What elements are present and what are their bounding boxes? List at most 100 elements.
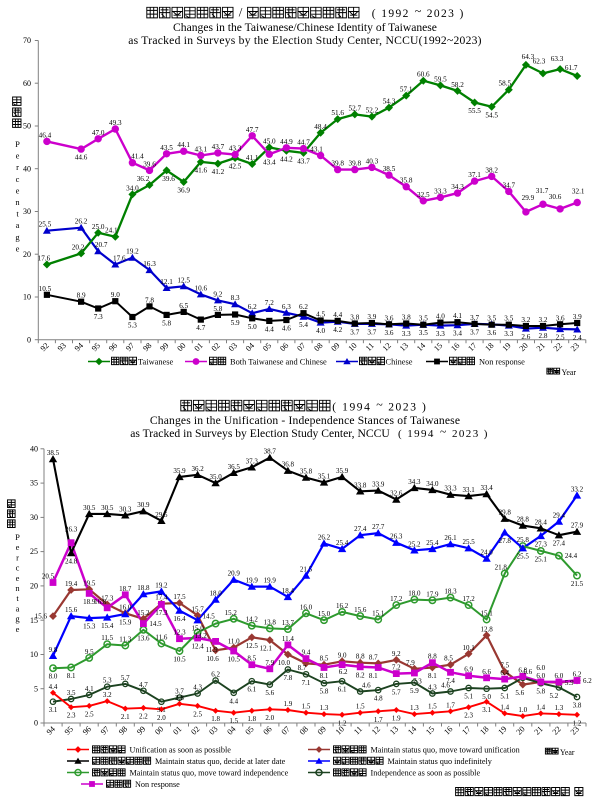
svg-text:35.9: 35.9: [173, 467, 186, 475]
svg-text:7.3: 7.3: [413, 678, 422, 686]
svg-text:a: a: [16, 603, 20, 613]
svg-text:17.6: 17.6: [113, 255, 126, 263]
svg-text:9.4: 9.4: [302, 649, 311, 657]
svg-text:1.3: 1.3: [320, 704, 329, 712]
svg-text:4.4: 4.4: [229, 697, 238, 705]
svg-text:43.5: 43.5: [160, 144, 173, 152]
svg-text:~: ~: [376, 398, 383, 412]
svg-text:3.8: 3.8: [350, 314, 359, 322]
svg-text:25.8: 25.8: [517, 536, 530, 544]
svg-text:Independence as soon as possib: Independence as soon as possible: [371, 768, 481, 777]
svg-text:6.1: 6.1: [247, 686, 256, 694]
svg-text:38.5: 38.5: [383, 165, 396, 173]
svg-text:24.4: 24.4: [565, 552, 578, 560]
svg-text:3.5: 3.5: [487, 315, 496, 323]
svg-text:1.3: 1.3: [410, 704, 419, 712]
svg-text:3.8: 3.8: [573, 702, 582, 710]
svg-text:6.0: 6.0: [536, 664, 545, 672]
svg-text:e: e: [16, 573, 20, 583]
svg-text:2.3: 2.3: [67, 712, 76, 720]
svg-text:35.8: 35.8: [400, 177, 413, 185]
svg-text:16.0: 16.0: [119, 603, 132, 611]
svg-text:15.1: 15.1: [480, 610, 493, 618]
svg-text:1.8: 1.8: [211, 715, 220, 723]
svg-text:8.0: 8.0: [49, 673, 58, 681]
svg-text:43.1: 43.1: [310, 146, 323, 154]
svg-text:50: 50: [23, 122, 31, 131]
svg-text:Year: Year: [562, 368, 577, 377]
svg-text:15.7: 15.7: [191, 605, 204, 613]
svg-text:12.4: 12.4: [191, 643, 204, 651]
svg-text:25.5: 25.5: [517, 553, 530, 561]
svg-text:6.9: 6.9: [464, 666, 473, 674]
svg-text:15.6: 15.6: [35, 613, 48, 621]
svg-text:36.8: 36.8: [282, 461, 295, 469]
svg-text:21.8: 21.8: [495, 564, 508, 572]
svg-text:19.2: 19.2: [126, 248, 139, 256]
svg-text:n: n: [15, 583, 20, 593]
svg-text:8.1: 8.1: [369, 672, 378, 680]
svg-text:34.3: 34.3: [451, 183, 464, 191]
svg-text:20: 20: [30, 582, 38, 591]
svg-text:15.9: 15.9: [119, 619, 132, 627]
svg-text:32.5: 32.5: [417, 191, 430, 199]
svg-text:15: 15: [30, 616, 38, 625]
svg-text:16.2: 16.2: [336, 602, 349, 610]
svg-text:20.5: 20.5: [42, 573, 55, 581]
svg-text:48.4: 48.4: [314, 123, 327, 131]
svg-text:35.1: 35.1: [318, 472, 331, 480]
svg-text:18.0: 18.0: [209, 590, 222, 598]
svg-text:17.3: 17.3: [155, 609, 168, 617]
svg-text:12.5: 12.5: [246, 642, 259, 650]
svg-text:21.5: 21.5: [571, 580, 584, 588]
svg-text:5.8: 5.8: [162, 319, 171, 327]
svg-text:6.6: 6.6: [523, 668, 532, 676]
svg-text:8.7: 8.7: [298, 664, 307, 672]
svg-text:8.7: 8.7: [369, 653, 378, 661]
svg-text:4.0: 4.0: [436, 313, 445, 321]
svg-text:3.3: 3.3: [504, 330, 513, 338]
svg-text:12.1: 12.1: [260, 645, 273, 653]
svg-text:18.8: 18.8: [137, 584, 150, 592]
svg-text:35.9: 35.9: [336, 467, 349, 475]
svg-text:14.2: 14.2: [246, 616, 259, 624]
svg-text:5.6: 5.6: [265, 689, 274, 697]
svg-text:5.8: 5.8: [213, 305, 222, 313]
svg-text:30.5: 30.5: [83, 504, 96, 512]
svg-text:13.2: 13.2: [194, 632, 207, 640]
svg-text:1.4: 1.4: [500, 703, 509, 711]
svg-text:30: 30: [23, 207, 31, 216]
svg-text:60: 60: [23, 79, 31, 88]
svg-text:44.1: 44.1: [177, 141, 190, 149]
svg-text:16.4: 16.4: [173, 615, 186, 623]
svg-text:32.1: 32.1: [572, 188, 585, 196]
svg-text:10.1: 10.1: [462, 644, 475, 652]
svg-text:45.0: 45.0: [263, 137, 276, 145]
svg-text:4.6: 4.6: [282, 325, 291, 333]
svg-text:( 1994: ( 1994: [332, 402, 371, 414]
svg-text:43.7: 43.7: [297, 157, 310, 165]
svg-text:29.9: 29.9: [522, 194, 535, 202]
svg-text:47.7: 47.7: [246, 126, 259, 134]
svg-text:20.7: 20.7: [95, 241, 108, 249]
svg-text:as Tracked in Surveys by Elect: as Tracked in Surveys by Election Study …: [130, 427, 390, 440]
svg-text:9.2: 9.2: [392, 650, 401, 658]
svg-text:4.6: 4.6: [362, 682, 371, 690]
svg-text:2.0: 2.0: [265, 714, 274, 722]
svg-text:6.4: 6.4: [500, 669, 509, 677]
svg-text:26.3: 26.3: [65, 526, 78, 534]
svg-text:4.6: 4.6: [441, 682, 450, 690]
svg-text:7.3: 7.3: [94, 313, 103, 321]
svg-text:4.3: 4.3: [193, 684, 202, 692]
svg-text:13.8: 13.8: [264, 618, 277, 626]
svg-text:6.2: 6.2: [339, 668, 348, 676]
svg-text:3.7: 3.7: [350, 328, 359, 336]
svg-text:5.8: 5.8: [536, 688, 545, 696]
svg-text:5: 5: [34, 684, 38, 693]
svg-text:11.9: 11.9: [206, 646, 218, 654]
svg-text:33.1: 33.1: [462, 486, 475, 494]
svg-text:43.7: 43.7: [212, 143, 225, 151]
svg-text:c: c: [16, 563, 20, 573]
svg-text:5.9: 5.9: [565, 679, 574, 687]
svg-text:34.0: 34.0: [126, 184, 139, 192]
